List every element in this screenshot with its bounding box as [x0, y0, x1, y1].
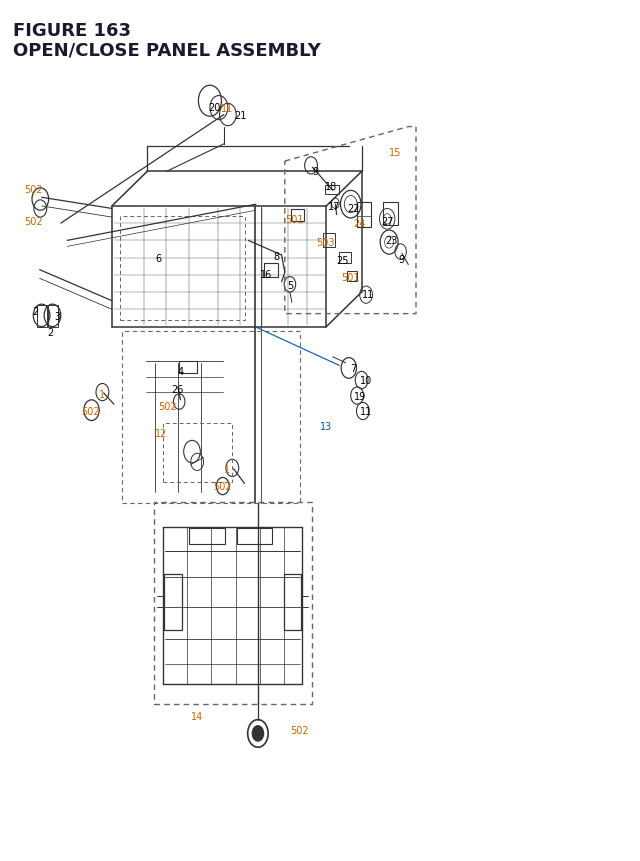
Text: 1: 1 [224, 464, 230, 474]
Text: 16: 16 [259, 269, 272, 280]
Bar [357, 202, 371, 228]
Text: 26: 26 [172, 384, 184, 394]
Bar [164, 574, 182, 630]
Text: 7: 7 [350, 363, 356, 374]
Bar [237, 529, 272, 544]
Text: 11: 11 [362, 289, 374, 300]
Bar [264, 263, 278, 277]
Text: 14: 14 [191, 711, 204, 722]
Text: 3: 3 [54, 312, 61, 322]
Text: FIGURE 163: FIGURE 163 [13, 22, 131, 40]
Text: 27: 27 [381, 217, 394, 227]
Text: 1: 1 [99, 389, 106, 400]
Text: 23: 23 [385, 236, 398, 246]
Text: 4: 4 [177, 367, 184, 377]
Text: 11: 11 [360, 406, 372, 417]
Text: 11: 11 [221, 104, 234, 115]
Text: 502: 502 [81, 406, 100, 417]
Text: 15: 15 [389, 148, 402, 158]
Text: 502: 502 [158, 401, 177, 412]
Text: 9: 9 [399, 255, 405, 265]
Text: 5: 5 [287, 281, 293, 291]
Text: 501: 501 [285, 214, 303, 225]
Text: 17: 17 [328, 201, 340, 212]
Bar [37, 306, 47, 327]
Text: 24: 24 [353, 219, 366, 229]
Text: 18: 18 [325, 182, 338, 192]
Text: OPEN/CLOSE PANEL ASSEMBLY: OPEN/CLOSE PANEL ASSEMBLY [13, 41, 321, 59]
Bar [291, 210, 304, 222]
Text: 9: 9 [312, 167, 319, 177]
Bar [325, 186, 339, 195]
Text: 502: 502 [213, 481, 232, 492]
Text: 10: 10 [360, 375, 372, 386]
Text: 502: 502 [24, 217, 43, 227]
Bar [189, 529, 225, 544]
Text: 502: 502 [290, 725, 309, 735]
Bar [284, 574, 301, 630]
Text: 503: 503 [316, 238, 334, 248]
Bar [323, 234, 335, 248]
Text: 501: 501 [342, 272, 360, 282]
Bar [179, 362, 197, 374]
Text: 6: 6 [156, 253, 162, 263]
Text: 22: 22 [347, 203, 360, 214]
Text: 13: 13 [320, 421, 333, 431]
Bar [383, 203, 398, 226]
Text: 21: 21 [234, 110, 246, 121]
Bar [347, 271, 357, 282]
Text: 2: 2 [47, 327, 53, 338]
Text: 2: 2 [32, 307, 38, 317]
Bar [339, 252, 351, 263]
Text: 20: 20 [208, 102, 221, 113]
Text: 25: 25 [336, 256, 349, 266]
Bar [48, 306, 58, 327]
Text: 19: 19 [353, 391, 366, 401]
Text: 8: 8 [273, 251, 280, 262]
Text: 12: 12 [155, 429, 168, 439]
Text: 502: 502 [24, 184, 43, 195]
Circle shape [252, 726, 264, 741]
